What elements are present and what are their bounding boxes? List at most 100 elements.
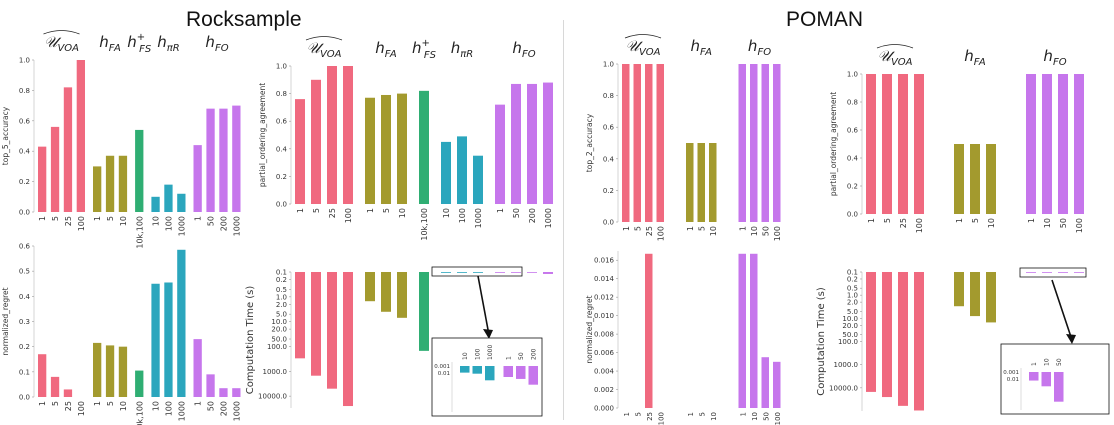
y-tick-label: 0.012 bbox=[594, 294, 614, 302]
bar-h_FO-50 bbox=[511, 83, 521, 204]
x-tick-label: 5 bbox=[51, 401, 60, 406]
bar-h_FA-1 bbox=[954, 144, 964, 214]
x-tick-label: 1 bbox=[93, 401, 102, 406]
header-h_FS+: h+ FS bbox=[127, 32, 152, 55]
x-tick-label: 1000 bbox=[544, 208, 553, 228]
x-tick-label: 50 bbox=[512, 208, 521, 218]
x-tick-label: 10 bbox=[442, 208, 451, 218]
y-tick-label: 0.2 bbox=[276, 276, 287, 284]
x-tick-label: 1 bbox=[296, 208, 305, 213]
y-tick-label: 0.6 bbox=[19, 243, 31, 251]
inset-bar bbox=[516, 366, 526, 379]
y-tick-label: 0.5 bbox=[276, 286, 287, 294]
inset-x-label: 200 bbox=[530, 348, 537, 360]
x-tick-label: 100 bbox=[458, 208, 467, 223]
x-tick-label: 5 bbox=[382, 208, 391, 213]
x-tick-label: 100 bbox=[77, 216, 86, 231]
inset-bar bbox=[472, 366, 482, 374]
y-tick-label: 100.0 bbox=[267, 343, 287, 351]
bar-h_pi_R-100 bbox=[164, 282, 173, 397]
bar-h_FO-1000 bbox=[232, 105, 241, 212]
bar-h_FS+-10k,100 bbox=[135, 129, 144, 212]
x-tick-label: 50 bbox=[762, 412, 770, 421]
section-divider bbox=[563, 20, 564, 420]
bar-U_VOA-25 bbox=[898, 272, 908, 406]
inset-bar bbox=[1054, 372, 1064, 402]
bar-h_FO-100 bbox=[773, 361, 781, 408]
y-tick-label: 0.4 bbox=[847, 155, 859, 163]
x-tick-label: 50 bbox=[207, 216, 216, 226]
x-tick-label: 1000 bbox=[474, 208, 483, 228]
bar-h_FO-1 bbox=[495, 104, 505, 204]
inset-bar bbox=[528, 366, 538, 385]
x-tick-label: 1 bbox=[686, 226, 695, 231]
bar-h_pi_R-10 bbox=[441, 272, 451, 273]
inset-x-label: 10 bbox=[462, 352, 469, 360]
x-tick-label: 10 bbox=[1043, 218, 1052, 228]
y-tick-label: 0.010 bbox=[594, 312, 614, 320]
x-tick-label: 10 bbox=[987, 218, 996, 228]
bar-h_FO-200 bbox=[219, 388, 228, 397]
y-axis-label: Computation Time (s) bbox=[245, 286, 256, 395]
bar-h_FO-50 bbox=[206, 108, 215, 212]
bar-h_pi_R-100 bbox=[164, 184, 173, 212]
x-tick-label: 100 bbox=[344, 208, 353, 223]
y-tick-label: 0.8 bbox=[19, 87, 30, 95]
y-tick-label: 50.0 bbox=[271, 336, 287, 344]
y-tick-label: 0.2 bbox=[847, 183, 858, 191]
x-tick-label: 200 bbox=[219, 401, 228, 416]
y-tick-label: 0.4 bbox=[19, 148, 31, 156]
x-tick-label: 100 bbox=[915, 218, 924, 233]
inset-x-label: 50 bbox=[518, 352, 525, 360]
y-tick-label: 0.2 bbox=[19, 343, 30, 351]
y-tick-label: 10.0 bbox=[271, 318, 287, 326]
bar-U_VOA-100 bbox=[656, 64, 664, 222]
header-h_FS+: h+ FS bbox=[412, 38, 437, 61]
header-hat bbox=[624, 34, 662, 39]
zoom-box bbox=[431, 266, 523, 277]
bar-U_VOA-100 bbox=[76, 60, 85, 212]
y-tick-label: 100.0 bbox=[838, 338, 858, 346]
x-tick-label: 1 bbox=[739, 412, 747, 416]
x-tick-label: 10 bbox=[398, 208, 407, 218]
bar-h_FO-10 bbox=[1042, 74, 1052, 214]
y-tick-label: 0.1 bbox=[19, 368, 30, 376]
y-tick-label: 0.0 bbox=[847, 211, 858, 219]
x-tick-label: 10 bbox=[710, 412, 718, 421]
y-tick-label: 10000.0 bbox=[258, 393, 287, 401]
x-tick-label: 5 bbox=[698, 412, 706, 416]
x-tick-label: 10k,100 bbox=[135, 401, 144, 425]
x-tick-label: 200 bbox=[528, 208, 537, 223]
bar-U_VOA-5 bbox=[311, 272, 321, 376]
y-tick-label: 0.0 bbox=[603, 219, 614, 227]
bar-h_FS+-10k,100 bbox=[135, 370, 144, 397]
bar-h_pi_R-1000 bbox=[177, 249, 186, 397]
x-tick-label: 50 bbox=[761, 226, 770, 236]
inset-bar bbox=[1029, 372, 1039, 381]
bar-U_VOA-1 bbox=[295, 99, 305, 204]
header-U_VOA: 𝒰VOA bbox=[44, 33, 79, 54]
bar-h_pi_R-10 bbox=[151, 196, 160, 212]
y-axis-label: top_2_accuracy bbox=[585, 113, 594, 172]
y-tick-label: 10.0 bbox=[842, 315, 858, 323]
x-tick-label: 10 bbox=[750, 226, 759, 236]
y-tick-label: 0.2 bbox=[847, 275, 858, 283]
x-tick-label: 100 bbox=[1075, 218, 1084, 233]
bar-U_VOA-25 bbox=[645, 253, 653, 408]
header-U_VOA: 𝒰VOA bbox=[877, 47, 912, 68]
bar-h_pi_R-1000 bbox=[473, 272, 483, 273]
bar-U_VOA-5 bbox=[50, 126, 60, 212]
x-tick-label: 1 bbox=[623, 412, 631, 416]
x-tick-label: 5 bbox=[106, 216, 115, 221]
x-tick-label: 1 bbox=[496, 208, 505, 213]
bar-h_pi_R-100 bbox=[457, 272, 467, 273]
y-tick-label: 0.014 bbox=[594, 275, 615, 283]
bar-h_FO-100 bbox=[1074, 272, 1084, 273]
header-h_pi_R: hπR bbox=[157, 33, 179, 54]
y-tick-label: 1.0 bbox=[276, 293, 287, 301]
bar-h_pi_R-100 bbox=[457, 136, 467, 204]
y-axis-label: normalized_regret bbox=[585, 295, 594, 363]
